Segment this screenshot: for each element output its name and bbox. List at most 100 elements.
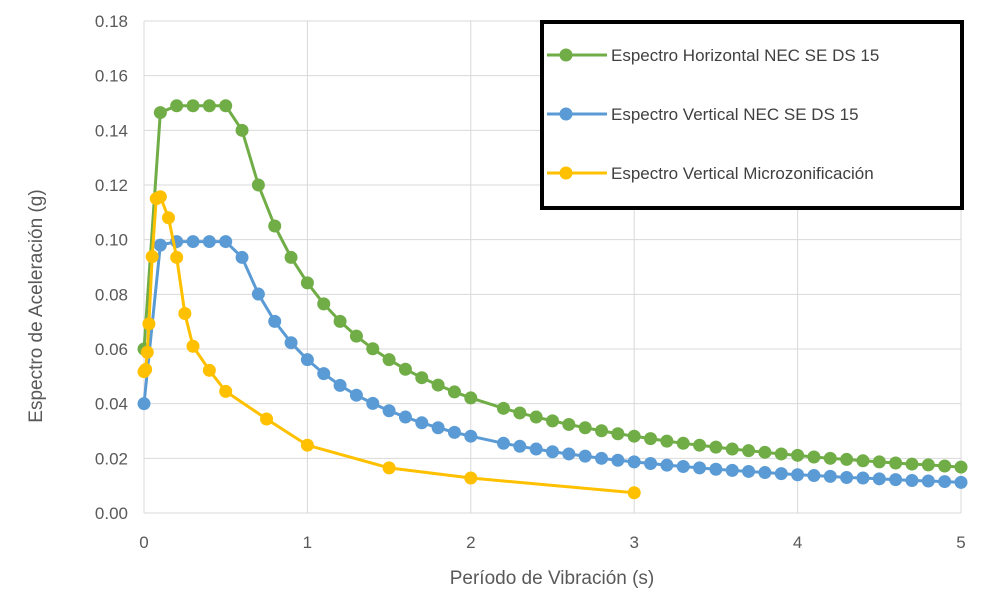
y-axis-title: Espectro de Aceleración (g) <box>26 189 47 422</box>
data-point <box>186 99 200 113</box>
data-point <box>627 486 641 500</box>
data-point <box>349 388 363 402</box>
series-1 <box>137 235 968 489</box>
data-point <box>758 466 772 480</box>
data-point <box>872 455 886 469</box>
data-point <box>447 385 461 399</box>
data-point <box>415 371 429 385</box>
data-point <box>251 178 265 192</box>
data-point <box>139 363 153 376</box>
x-axis-ticks: 0 1 2 3 4 5 <box>139 533 965 552</box>
legend-box <box>540 20 964 210</box>
x-tick-label: 4 <box>793 533 802 552</box>
series-2 <box>137 190 641 500</box>
data-point <box>938 475 952 489</box>
data-point <box>856 454 870 468</box>
data-point <box>676 436 690 450</box>
data-point <box>529 442 543 456</box>
data-point <box>660 434 674 448</box>
data-point <box>627 429 641 443</box>
data-point <box>398 362 412 376</box>
y-tick-label: 0.06 <box>95 340 128 359</box>
data-point <box>137 397 151 411</box>
legend-entry: Espectro Vertical Microzonificación <box>611 164 874 183</box>
data-point <box>398 410 412 424</box>
y-tick-label: 0.16 <box>95 67 128 86</box>
data-point <box>317 367 331 381</box>
data-point <box>595 424 609 438</box>
data-point <box>823 469 837 483</box>
data-point <box>905 473 919 487</box>
legend-entry: Espectro Vertical NEC SE DS 15 <box>611 105 859 124</box>
data-point <box>464 471 478 485</box>
legend-entry: Espectro Horizontal NEC SE DS 15 <box>611 46 879 65</box>
data-point <box>464 391 478 405</box>
data-point <box>170 99 184 113</box>
data-point <box>709 462 723 476</box>
data-point <box>153 190 167 204</box>
data-point <box>153 106 167 120</box>
data-point <box>660 458 674 472</box>
data-point <box>921 458 935 472</box>
data-point <box>905 457 919 471</box>
data-point <box>349 329 363 343</box>
series-layer <box>137 99 968 500</box>
data-point <box>333 314 347 328</box>
data-point <box>693 438 707 452</box>
data-point <box>840 452 854 466</box>
data-point <box>464 429 478 443</box>
data-point <box>611 453 625 467</box>
data-point <box>145 250 159 264</box>
y-tick-label: 0.18 <box>95 12 128 31</box>
data-point <box>742 464 756 478</box>
data-point <box>693 461 707 475</box>
data-point <box>219 99 233 113</box>
data-point <box>856 471 870 485</box>
data-point <box>644 457 658 471</box>
x-tick-label: 1 <box>303 533 312 552</box>
data-point <box>954 460 968 474</box>
data-point <box>725 463 739 477</box>
data-point <box>382 353 396 367</box>
y-tick-label: 0.02 <box>95 449 128 468</box>
data-point <box>611 427 625 441</box>
data-point <box>447 425 461 439</box>
y-tick-label: 0.00 <box>95 504 128 523</box>
data-point <box>774 447 788 461</box>
data-point <box>578 421 592 435</box>
data-point <box>513 439 527 453</box>
data-point <box>546 445 559 459</box>
data-point <box>513 406 527 420</box>
data-point <box>872 472 886 486</box>
data-point <box>840 470 854 484</box>
data-point <box>202 363 216 377</box>
data-point <box>627 455 641 469</box>
data-point <box>644 432 658 446</box>
data-point <box>774 467 788 481</box>
data-point <box>300 353 314 367</box>
data-point <box>431 421 445 435</box>
data-point <box>807 469 821 483</box>
data-point <box>219 235 233 249</box>
data-point <box>284 250 298 264</box>
x-tick-label: 3 <box>629 533 638 552</box>
data-point <box>382 461 396 475</box>
legend-marker <box>559 107 573 121</box>
data-point <box>170 250 184 264</box>
data-point <box>382 404 396 418</box>
legend: Espectro Horizontal NEC SE DS 15 Espectro… <box>540 20 964 210</box>
data-point <box>219 384 233 398</box>
y-tick-label: 0.14 <box>95 121 128 140</box>
data-point <box>235 250 249 264</box>
x-tick-label: 5 <box>956 533 965 552</box>
y-axis-ticks: 0.00 0.02 0.04 0.06 0.08 0.10 0.12 0.14 0.16 0.18 <box>95 12 128 523</box>
data-point <box>284 336 298 350</box>
y-tick-label: 0.08 <box>95 285 128 304</box>
data-point <box>546 414 559 428</box>
y-tick-label: 0.10 <box>95 231 128 250</box>
data-point <box>791 448 805 462</box>
data-point <box>496 401 510 415</box>
data-point <box>578 449 592 463</box>
data-point <box>807 450 821 464</box>
